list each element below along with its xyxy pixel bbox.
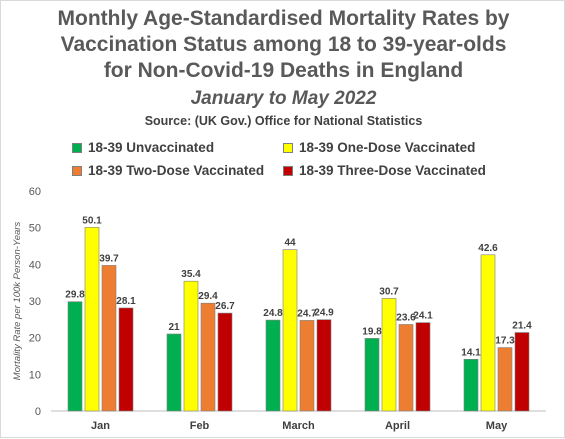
bar-jan-series-3 <box>119 308 133 411</box>
data-label: 24.8 <box>263 308 283 319</box>
bar-feb-series-2 <box>201 303 215 411</box>
data-label: 24.9 <box>314 308 334 319</box>
x-category-label: March <box>282 420 315 432</box>
bar-april-series-1 <box>382 298 396 411</box>
data-label: 21 <box>168 322 180 333</box>
x-category-label: Jan <box>91 420 110 432</box>
y-axis-title: Mortality Rate per 100k Person-Years <box>12 222 23 381</box>
x-category-label: April <box>385 420 410 432</box>
bar-feb-series-0 <box>167 334 181 411</box>
data-label: 35.4 <box>181 269 201 280</box>
bar-feb-series-3 <box>218 313 232 411</box>
y-tick-label: 0 <box>35 406 41 418</box>
data-label: 42.6 <box>478 243 498 254</box>
y-tick-label: 50 <box>29 223 41 235</box>
y-tick-label: 10 <box>29 369 41 381</box>
data-label: 28.1 <box>116 296 136 307</box>
data-label: 19.8 <box>362 326 382 337</box>
bar-jan-series-1 <box>85 227 99 411</box>
y-tick-label: 30 <box>29 296 41 308</box>
bar-april-series-2 <box>399 324 413 411</box>
bar-march-series-1 <box>283 250 297 411</box>
y-tick-label: 60 <box>29 186 41 198</box>
bar-march-series-0 <box>266 320 280 411</box>
x-category-label: May <box>486 420 508 432</box>
bar-feb-series-1 <box>184 281 198 411</box>
data-label: 29.8 <box>65 290 85 301</box>
bar-may-series-1 <box>481 255 495 411</box>
bar-march-series-2 <box>300 320 314 411</box>
data-label: 50.1 <box>82 215 102 226</box>
data-label: 21.4 <box>512 321 532 332</box>
x-category-label: Feb <box>190 420 210 432</box>
data-label: 24.1 <box>413 311 433 322</box>
bar-april-series-3 <box>416 323 430 411</box>
bar-jan-series-0 <box>68 302 82 411</box>
data-label: 39.7 <box>99 253 119 264</box>
y-tick-label: 40 <box>29 259 41 271</box>
bar-jan-series-2 <box>102 265 116 411</box>
data-label: 17.3 <box>495 336 515 347</box>
data-label: 26.7 <box>215 301 235 312</box>
bar-march-series-3 <box>317 320 331 411</box>
data-label: 14.1 <box>461 347 481 358</box>
bar-may-series-3 <box>515 333 529 411</box>
data-label: 44 <box>284 238 296 249</box>
bar-april-series-0 <box>365 338 379 411</box>
y-tick-label: 20 <box>29 333 41 345</box>
data-label: 30.7 <box>379 286 399 297</box>
bar-may-series-0 <box>464 359 478 411</box>
bar-may-series-2 <box>498 348 512 411</box>
